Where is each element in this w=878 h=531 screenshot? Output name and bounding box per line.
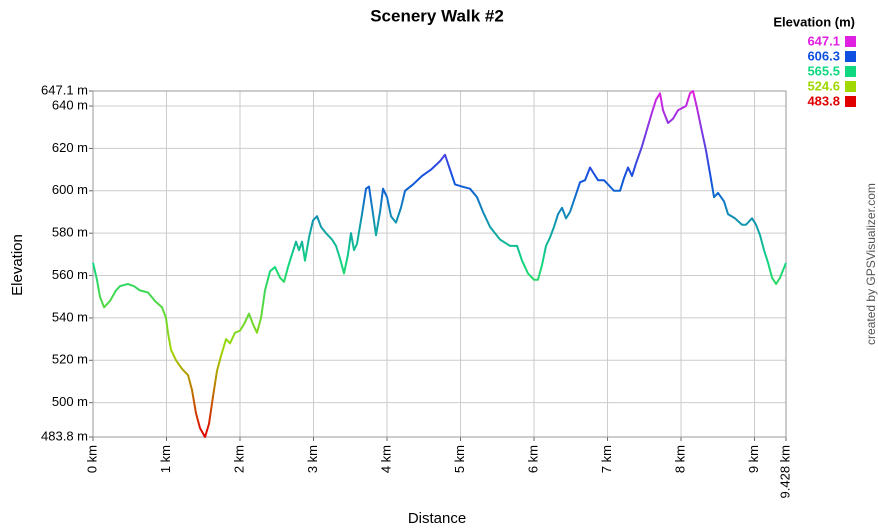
- legend-swatch: [845, 81, 856, 92]
- y-tick-label: 580 m: [52, 225, 88, 240]
- credit: created by GPSVisualizer.com: [864, 183, 878, 345]
- y-tick-label: 620 m: [52, 140, 88, 155]
- legend-swatch: [845, 66, 856, 77]
- legend-label: 524.6: [807, 78, 840, 93]
- legend-swatch: [845, 96, 856, 107]
- y-tick-label: 483.8 m: [41, 428, 88, 443]
- y-tick-label: 500 m: [52, 394, 88, 409]
- x-tick-label: 9.428 km: [777, 445, 792, 498]
- x-tick-label: 5 km: [452, 445, 467, 473]
- elevation-line: [92, 90, 787, 438]
- y-tick-label: 640 m: [52, 97, 88, 112]
- x-tick-label: 9 km: [746, 445, 761, 473]
- x-tick-label: 4 km: [378, 445, 393, 473]
- x-tick-label: 8 km: [672, 445, 687, 473]
- legend-label: 483.8: [807, 93, 840, 108]
- y-axis-label: Elevation: [9, 234, 26, 296]
- x-axis-label: Distance: [408, 510, 466, 527]
- y-tick-label: 647.1 m: [41, 82, 88, 97]
- legend-swatch: [845, 36, 856, 47]
- y-tick-label: 520 m: [52, 352, 88, 367]
- y-tick-label: 540 m: [52, 309, 88, 324]
- x-tick-label: 0 km: [84, 445, 99, 473]
- legend-title: Elevation (m): [773, 14, 855, 29]
- x-tick-label: 1 km: [158, 445, 173, 473]
- x-tick-label: 7 km: [599, 445, 614, 473]
- legend-label: 565.5: [807, 63, 840, 78]
- y-tick-label: 560 m: [52, 267, 88, 282]
- x-tick-label: 2 km: [231, 445, 246, 473]
- y-tick-label: 600 m: [52, 182, 88, 197]
- x-tick-label: 6 km: [525, 445, 540, 473]
- chart-title: Scenery Walk #2: [370, 6, 504, 25]
- x-tick-label: 3 km: [305, 445, 320, 473]
- legend-label: 606.3: [807, 48, 840, 63]
- legend-swatch: [845, 51, 856, 62]
- plot-area: [92, 90, 787, 438]
- legend-label: 647.1: [807, 33, 840, 48]
